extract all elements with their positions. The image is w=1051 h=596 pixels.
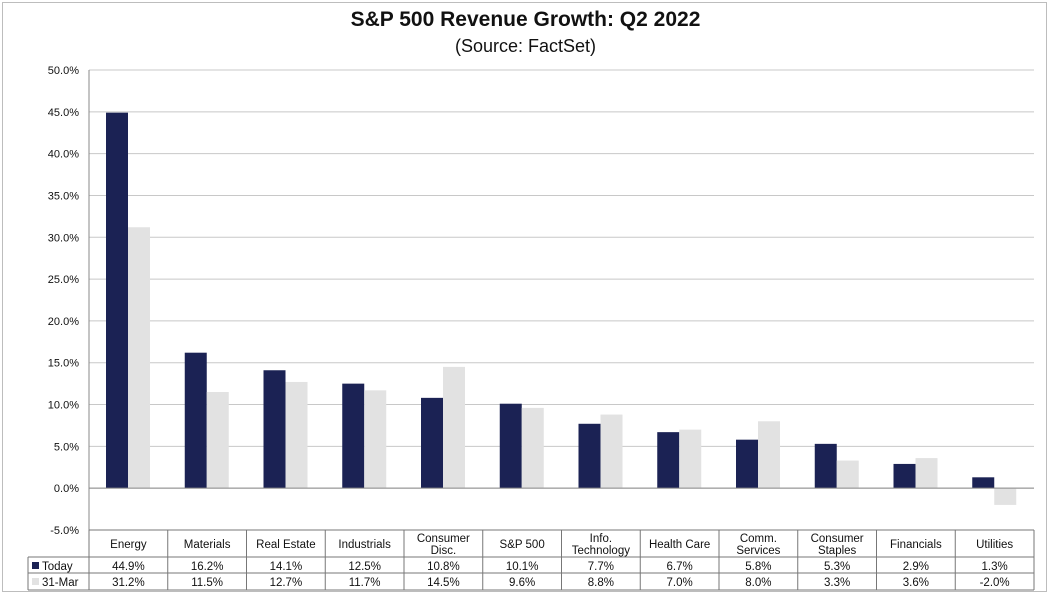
bar-today	[342, 383, 365, 489]
bar-mar31	[915, 458, 938, 489]
legend-label: 31-Mar	[42, 577, 79, 589]
category-label: Disc.	[431, 545, 457, 557]
y-tick-label: 50.0%	[48, 65, 79, 77]
category-label: Consumer	[811, 533, 864, 545]
category-label: Info.	[590, 533, 612, 545]
category-label: S&P 500	[500, 539, 545, 551]
data-label: 7.7%	[588, 561, 614, 573]
data-label: 7.0%	[667, 577, 693, 589]
data-label: 5.8%	[745, 561, 771, 573]
data-label: 12.7%	[270, 577, 303, 589]
chart-title: S&P 500 Revenue Growth: Q2 2022	[350, 8, 701, 31]
bar-mar31	[994, 488, 1017, 505]
bar-today	[972, 477, 995, 489]
data-label: 10.8%	[427, 561, 460, 573]
y-tick-label: 40.0%	[48, 149, 79, 161]
legend-swatch-mar31	[32, 578, 39, 585]
category-label: Industrials	[338, 539, 391, 551]
data-label: 44.9%	[112, 561, 145, 573]
data-label: 31.2%	[112, 577, 145, 589]
category-label: Technology	[572, 545, 630, 557]
y-tick-label: 45.0%	[48, 107, 79, 119]
category-label: Consumer	[417, 533, 470, 545]
y-tick-label: 35.0%	[48, 190, 79, 202]
bar-mar31	[364, 390, 387, 489]
bar-mar31	[836, 460, 859, 489]
y-tick-label: 15.0%	[48, 358, 79, 370]
data-label: 16.2%	[191, 561, 224, 573]
bar-mar31	[679, 429, 702, 489]
legend-swatch-today	[32, 562, 39, 569]
bar-today	[421, 397, 443, 489]
y-tick-label: -5.0%	[50, 525, 79, 537]
data-label: 11.7%	[349, 577, 381, 589]
category-label: Staples	[818, 545, 857, 557]
data-label: 14.1%	[270, 561, 303, 573]
bar-today	[184, 352, 207, 489]
bar-today	[736, 439, 758, 489]
bar-mar31	[285, 381, 308, 489]
y-tick-label: 25.0%	[48, 274, 79, 286]
bar-today	[578, 423, 601, 489]
bar-today	[814, 443, 837, 489]
data-label: 1.3%	[982, 561, 1008, 573]
data-label: 6.7%	[667, 561, 693, 573]
y-tick-label: 10.0%	[48, 400, 79, 412]
data-label: 8.8%	[588, 577, 614, 589]
data-label: 5.3%	[824, 561, 850, 573]
category-label: Energy	[110, 539, 147, 551]
bar-today	[657, 432, 680, 489]
y-tick-label: 0.0%	[54, 483, 79, 495]
bar-today	[263, 370, 286, 489]
data-label: 12.5%	[348, 561, 381, 573]
data-label: 3.6%	[903, 577, 929, 589]
data-label: 3.3%	[824, 577, 850, 589]
bar-mar31	[521, 407, 544, 489]
data-label: 11.5%	[191, 577, 223, 589]
category-label: Utilities	[976, 539, 1013, 551]
data-label: 10.1%	[506, 561, 539, 573]
category-label: Materials	[184, 539, 231, 551]
data-label: 14.5%	[427, 577, 460, 589]
data-label: 8.0%	[745, 577, 771, 589]
bar-mar31	[600, 414, 623, 489]
category-label: Financials	[890, 539, 942, 551]
data-label: -2.0%	[980, 577, 1010, 589]
data-label: 9.6%	[509, 577, 535, 589]
category-label: Health Care	[649, 539, 710, 551]
bar-mar31	[443, 366, 465, 489]
bar-mar31	[206, 392, 229, 489]
bar-today	[893, 463, 916, 489]
y-tick-label: 30.0%	[48, 232, 79, 244]
bar-mar31	[128, 227, 150, 489]
bar-mar31	[758, 421, 780, 489]
bar-today	[106, 112, 128, 489]
legend-label: Today	[42, 561, 73, 573]
bar-today	[499, 403, 522, 489]
chart-subtitle: (Source: FactSet)	[454, 36, 597, 56]
category-label: Services	[736, 545, 780, 557]
category-label: Real Estate	[256, 539, 315, 551]
y-tick-label: 20.0%	[48, 316, 79, 328]
data-label: 2.9%	[903, 561, 929, 573]
category-label: Comm.	[740, 533, 777, 545]
y-tick-label: 5.0%	[54, 441, 79, 453]
